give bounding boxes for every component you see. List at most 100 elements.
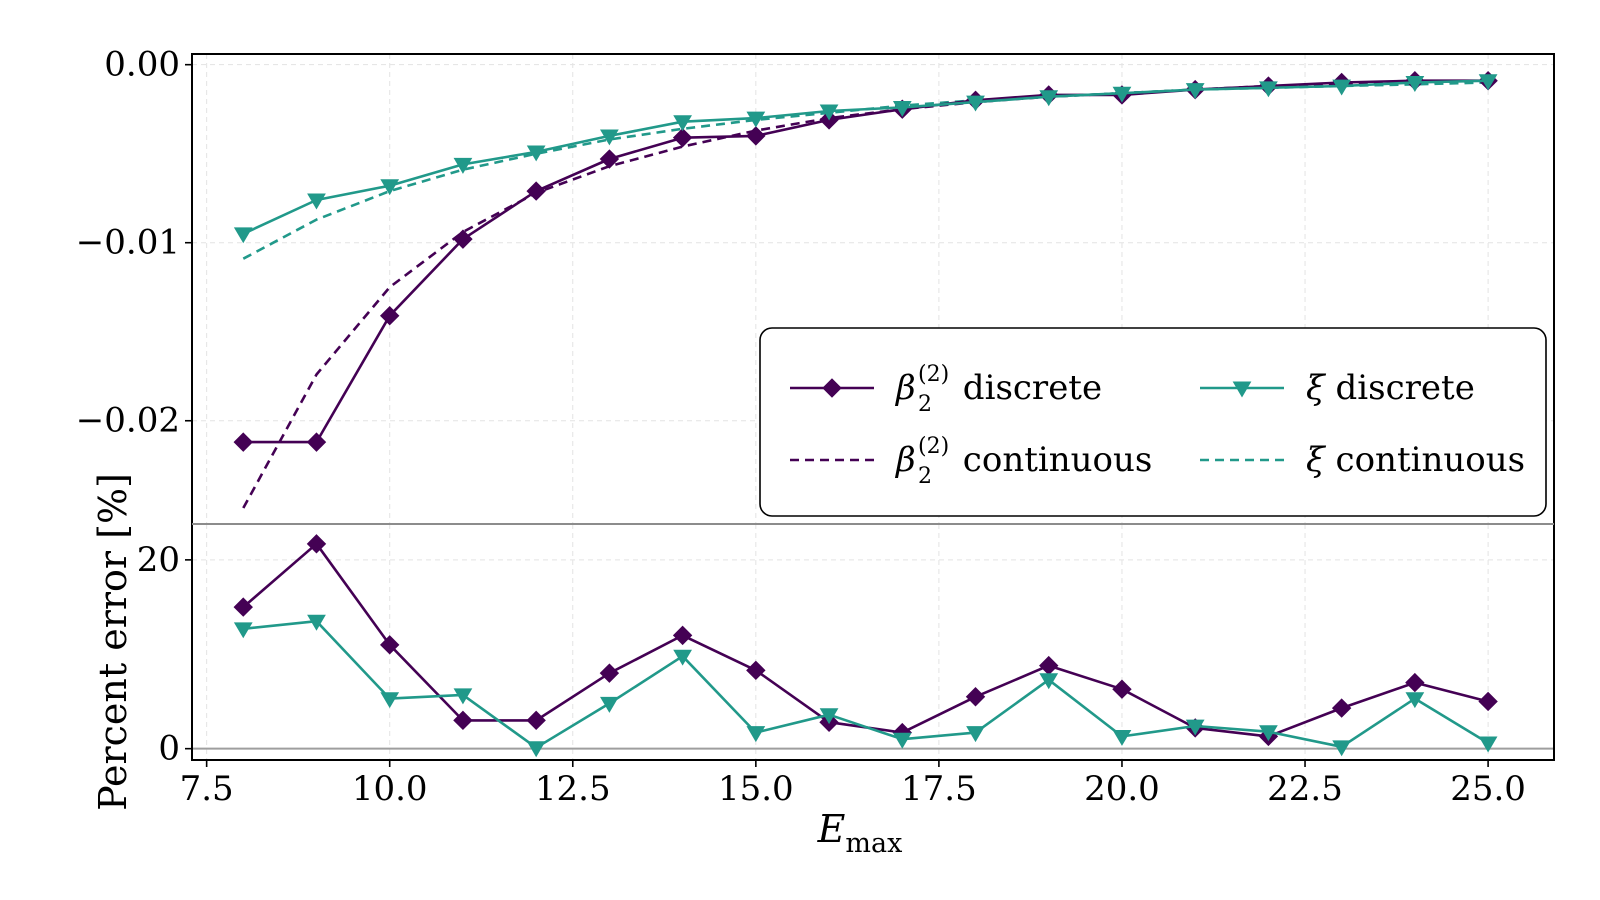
series-line-xi_discrete (242, 79, 1489, 235)
x-tick-label: 22.5 (1267, 769, 1343, 809)
data-point-beta_discrete (380, 305, 400, 326)
data-point-beta_discrete (306, 534, 327, 554)
data-point-xi_discrete (307, 614, 326, 631)
data-point-xi_discrete (819, 104, 839, 121)
y-tick-label: 20 (137, 540, 180, 580)
data-point-beta_discrete (1478, 691, 1498, 712)
data-point-beta_discrete (233, 597, 253, 617)
data-point-xi_discrete (1039, 90, 1059, 107)
data-point-xi_discrete (1112, 86, 1132, 103)
series-xi_discrete (233, 614, 1498, 758)
data-point-beta_discrete (746, 126, 766, 146)
data-point-beta_discrete (1331, 698, 1352, 718)
legend-label-xi_discrete: ξ discrete (1306, 368, 1475, 408)
data-point-xi_discrete (1039, 673, 1059, 690)
data-point-xi_discrete (746, 111, 766, 128)
data-point-xi_discrete (892, 732, 912, 749)
axes-frame (191, 53, 1555, 761)
data-point-xi_discrete (673, 115, 692, 132)
data-point-xi_discrete (1185, 719, 1205, 736)
data-point-xi_discrete (1405, 76, 1425, 92)
data-point-xi_discrete (1332, 740, 1352, 757)
y-tick-label: −0.01 (76, 223, 180, 263)
x-tick-label: 7.5 (180, 769, 234, 809)
legend-item-beta_continuous: β 2(2) continuous (790, 434, 1152, 489)
data-point-xi_discrete (1478, 74, 1498, 91)
data-point-beta_discrete (453, 229, 473, 249)
data-point-beta_discrete (672, 625, 693, 646)
data-point-xi_discrete (453, 688, 473, 705)
x-axis-label: Emax (817, 807, 903, 859)
data-point-beta_discrete (1405, 672, 1425, 693)
x-tick-label: 20.0 (1084, 769, 1160, 809)
data-point-xi_discrete (1259, 725, 1278, 742)
legend-item-xi_discrete: ξ discrete (1200, 368, 1475, 408)
series-xi_discrete (233, 74, 1498, 244)
legend: β 2(2) discrete β 2(2) continuous ξ discrete… (759, 327, 1547, 517)
y-tick-label: −0.02 (76, 401, 180, 441)
x-tick-label: 25.0 (1450, 769, 1526, 809)
data-point-xi_discrete (526, 741, 546, 758)
data-point-xi_discrete (307, 193, 326, 210)
data-point-xi_discrete (1478, 736, 1498, 753)
data-point-xi_discrete (600, 696, 619, 713)
data-point-beta_discrete (526, 181, 546, 201)
data-point-xi_discrete (1112, 729, 1132, 746)
data-point-beta_discrete (233, 432, 253, 452)
x-axis-label-base: E (817, 807, 846, 851)
legend-box (759, 327, 1547, 517)
data-point-beta_discrete (526, 710, 546, 731)
x-axis-label-sub: max (845, 828, 902, 859)
top-y-axis: 0.00 −0.01 −0.02 (76, 45, 192, 441)
data-point-xi_discrete (380, 692, 400, 709)
data-point-xi_discrete (453, 157, 473, 174)
y-axis-label: Percent error [%] (91, 473, 135, 811)
x-tick-label: 17.5 (901, 769, 977, 809)
data-point-xi_discrete (746, 726, 766, 743)
data-point-xi_discrete (233, 227, 253, 244)
data-point-beta_discrete (306, 432, 327, 452)
x-axis: 7.5 10.0 12.5 15.0 17.5 20.0 22.5 25.0 (180, 760, 1526, 809)
series-line-beta_discrete (243, 79, 1489, 444)
data-point-beta_discrete (746, 660, 766, 681)
data-point-xi_discrete (1332, 79, 1352, 96)
data-point-xi_discrete (1405, 692, 1425, 709)
x-tick-label: 10.0 (352, 769, 428, 809)
data-point-xi_discrete (380, 179, 400, 196)
y-tick-label: 0 (158, 729, 180, 769)
data-point-beta_discrete (965, 687, 986, 707)
legend-label-beta_continuous: β 2(2) continuous (894, 434, 1152, 489)
top-panel: 0.00 −0.01 −0.02 β 2(2) discrete β 2(2) conti… (76, 45, 1554, 524)
data-point-beta_discrete (672, 127, 693, 148)
series-line-xi_discrete (243, 619, 1489, 749)
data-point-xi_discrete (1259, 81, 1278, 98)
y-tick-label: 0.00 (104, 45, 180, 85)
data-point-xi_discrete (526, 145, 546, 162)
data-point-beta_discrete (599, 149, 620, 169)
data-point-xi_discrete (233, 622, 253, 639)
data-point-xi_discrete (1185, 83, 1205, 100)
data-point-xi_discrete (819, 708, 839, 725)
legend-marker-beta_discrete (822, 378, 842, 398)
bottom-plot-area (192, 524, 1554, 760)
legend-marker-xi_discrete (1232, 381, 1252, 398)
bottom-y-axis: 0 20 (137, 540, 192, 769)
bottom-panel: 0 20 7.5 10.0 12.5 15.0 17.5 20.0 22.5 25.0 (137, 524, 1554, 809)
data-point-beta_discrete (1112, 679, 1132, 699)
legend-item-xi_continuous: ξ continuous (1200, 440, 1525, 480)
data-point-xi_discrete (673, 649, 692, 666)
data-point-xi_discrete (966, 726, 985, 743)
data-point-beta_discrete (380, 635, 400, 655)
legend-label-xi_continuous: ξ continuous (1306, 440, 1525, 480)
data-point-beta_discrete (453, 710, 473, 731)
data-point-xi_discrete (600, 129, 619, 146)
data-point-xi_discrete (966, 95, 985, 112)
x-tick-label: 12.5 (535, 769, 611, 809)
top-series-layer (233, 70, 1498, 509)
data-point-xi_discrete (892, 100, 912, 117)
data-point-beta_discrete (599, 663, 620, 683)
x-tick-label: 15.0 (718, 769, 794, 809)
legend-item-beta_discrete: β 2(2) discrete (790, 362, 1102, 417)
legend-label-beta_discrete: β 2(2) discrete (894, 362, 1102, 417)
